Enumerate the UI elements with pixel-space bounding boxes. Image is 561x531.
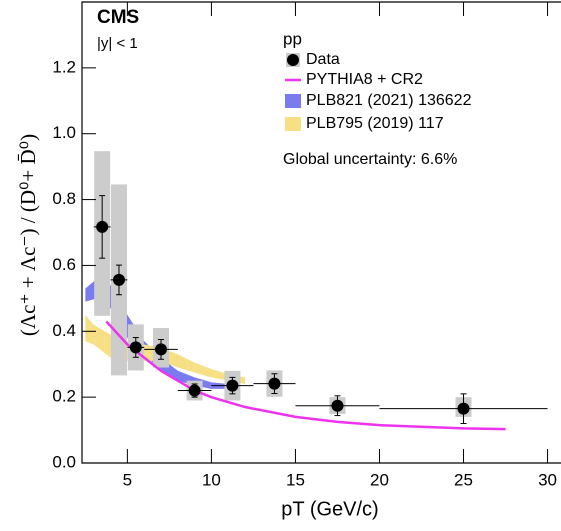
legend-title: pp (283, 29, 302, 48)
y-tick-label: 0.6 (52, 255, 76, 274)
data-point (112, 273, 125, 286)
data-point (226, 379, 239, 392)
y-tick-label: 0.4 (52, 321, 76, 340)
y-tick-label: 0.2 (52, 387, 76, 406)
data-point (96, 220, 109, 233)
data-point (268, 377, 281, 390)
legend-swatch (285, 94, 301, 108)
y-tick-label: 0.0 (52, 452, 76, 471)
data-point (129, 341, 142, 354)
curve (105, 320, 506, 431)
data-point (154, 343, 167, 356)
data-point (457, 402, 470, 415)
x-axis-label: pT (GeV/c) (281, 498, 378, 520)
x-tick-label: 20 (370, 470, 389, 489)
annotation: Global uncertainty: 6.6% (283, 151, 457, 168)
x-tick-label: 15 (286, 470, 305, 489)
legend-label: Data (306, 51, 340, 68)
data-point (331, 399, 344, 412)
band (85, 314, 246, 384)
y-tick-label: 1.2 (52, 57, 76, 76)
x-tick-label: 10 (202, 470, 221, 489)
legend-label: PLB821 (2021) 136622 (306, 92, 472, 109)
legend-label: PYTHIA8 + CR2 (306, 71, 423, 88)
chart-title: CMS (97, 7, 139, 28)
legend-label: PLB795 (2019) 117 (306, 115, 444, 132)
x-tick-label: 5 (123, 470, 132, 489)
axis-frame (81, 1, 561, 464)
y-tick-label: 1.0 (52, 123, 76, 142)
legend-swatch (285, 117, 301, 131)
subtitle: |y| < 1 (97, 35, 138, 52)
data-point (188, 384, 201, 397)
legend-marker (287, 54, 299, 66)
y-tick-label: 0.8 (52, 189, 76, 208)
y-axis-label: (Λc⁺ + Λc⁻) / (D⁰+ D̄⁰) (16, 134, 40, 336)
x-tick-label: 30 (538, 470, 557, 489)
x-tick-label: 25 (454, 470, 473, 489)
